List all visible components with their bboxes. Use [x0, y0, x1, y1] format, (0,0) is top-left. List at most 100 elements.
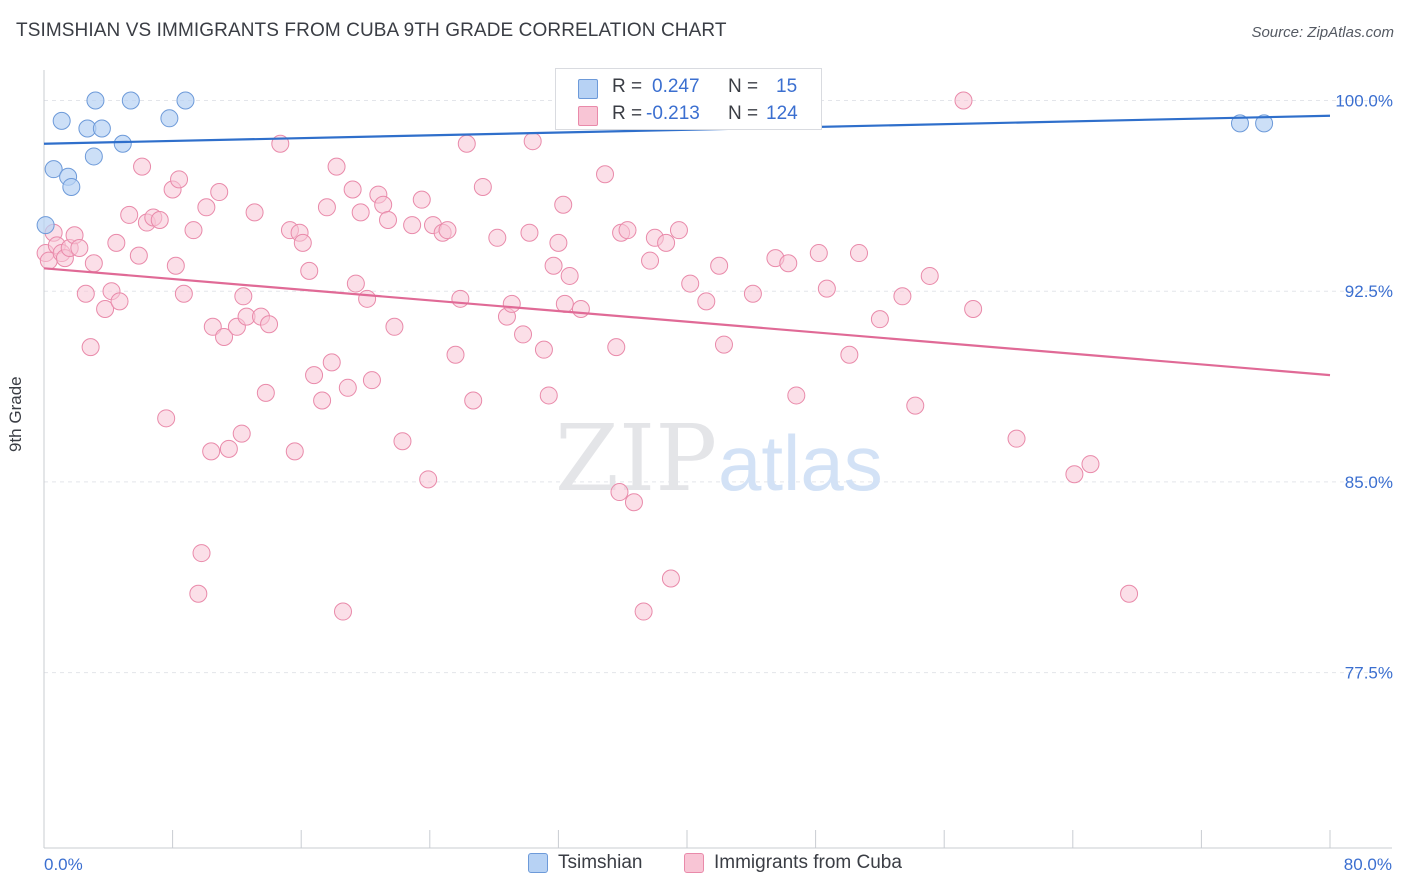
legend-label-tsimshian: Tsimshian — [558, 852, 643, 873]
y-tick-label: 77.5% — [1345, 664, 1393, 683]
tick-labels: 100.0% 92.5% 85.0% 77.5% 0.0% 80.0% — [44, 92, 1393, 874]
cuba-point — [964, 299, 983, 318]
cuba-point — [313, 391, 332, 410]
cuba-point — [787, 386, 806, 405]
cuba-point — [779, 254, 798, 273]
watermark: ZIP atlas — [555, 405, 883, 512]
n-label: N = — [728, 76, 759, 97]
cuba-point — [714, 335, 733, 354]
cuba-point — [317, 198, 336, 217]
cuba-point — [184, 221, 203, 240]
watermark-atlas: atlas — [718, 419, 883, 507]
cuba-point — [610, 483, 629, 502]
cuba-point — [129, 246, 148, 265]
x-tick-label: 0.0% — [44, 855, 83, 874]
legend: Tsimshian Immigrants from Cuba — [0, 852, 1406, 878]
tsimshian-point — [176, 91, 195, 110]
cuba-point — [571, 299, 590, 318]
cuba-point — [260, 315, 279, 334]
cuba-point — [203, 317, 222, 336]
cuba-point — [338, 378, 357, 397]
cuba-point — [305, 366, 324, 385]
cuba-point — [661, 569, 680, 588]
cuba-n-value: 124 — [766, 103, 798, 124]
y-tick-label: 92.5% — [1345, 282, 1393, 301]
cuba-point — [681, 274, 700, 293]
cuba-point — [327, 157, 346, 176]
legend-label-cuba: Immigrants from Cuba — [714, 852, 902, 873]
cuba-point — [197, 198, 216, 217]
tsimshian-point — [1230, 114, 1249, 133]
cuba-point — [560, 266, 579, 285]
cuba-point — [189, 584, 208, 603]
cuba-point — [174, 284, 193, 303]
x-tick-label: 80.0% — [1344, 855, 1392, 874]
legend-item-cuba[interactable]: Immigrants from Cuba — [684, 852, 902, 874]
cuba-point — [906, 396, 925, 415]
tsimshian-point — [160, 109, 179, 128]
source-note: Source: ZipAtlas.com — [1251, 24, 1394, 41]
cuba-point — [256, 383, 275, 402]
cuba-point — [554, 195, 573, 214]
cuba-point — [379, 211, 398, 230]
cuba-point — [514, 325, 533, 344]
cuba-point — [1081, 455, 1100, 474]
tsimshian-point — [52, 111, 71, 130]
cuba-point — [84, 254, 103, 273]
cuba-point — [920, 266, 939, 285]
cuba-point — [954, 91, 973, 110]
cuba-point — [446, 345, 465, 364]
tsimshian-swatch — [578, 79, 598, 99]
cuba-point — [385, 317, 404, 336]
cuba-point — [596, 165, 615, 184]
cuba-point — [817, 279, 836, 298]
cuba-point — [362, 371, 381, 390]
y-tick-label: 85.0% — [1345, 473, 1393, 492]
cuba-point — [245, 203, 264, 222]
cuba-point — [110, 292, 129, 311]
cuba-point — [502, 294, 521, 313]
legend-item-tsimshian[interactable]: Tsimshian — [528, 852, 642, 874]
correlation-stats-box: R = 0.247 N = 15 R = -0.213 N = 124 — [555, 68, 822, 130]
cuba-legend-swatch — [684, 853, 704, 873]
n-label: N = — [728, 103, 759, 124]
cuba-point — [641, 251, 660, 270]
tsimshian-point — [92, 119, 111, 138]
cuba-point — [120, 205, 139, 224]
cuba-swatch — [578, 106, 598, 126]
cuba-point — [300, 261, 319, 280]
cuba-point — [840, 345, 859, 364]
cuba-point — [351, 203, 370, 222]
cuba-point — [634, 602, 653, 621]
cuba-point — [157, 409, 176, 428]
cuba-point — [539, 386, 558, 405]
cuba-point — [202, 442, 221, 461]
tsimshian-point — [84, 147, 103, 166]
tsimshian-point — [1255, 114, 1274, 133]
cuba-point — [697, 292, 716, 311]
cuba-point — [464, 391, 483, 410]
cuba-point — [215, 327, 234, 346]
tsimshian-point — [113, 134, 132, 153]
cuba-point — [96, 299, 115, 318]
tsimshian-points — [36, 91, 1274, 235]
cuba-trend-line — [43, 267, 1331, 377]
cuba-point — [232, 424, 251, 443]
cuba-point — [210, 183, 229, 202]
axes — [43, 70, 1392, 849]
cuba-point — [166, 256, 185, 275]
cuba-point — [669, 221, 688, 240]
tsimshian-r-value: 0.247 — [652, 76, 700, 97]
cuba-point — [419, 470, 438, 489]
cuba-point — [293, 233, 312, 252]
cuba-point — [234, 287, 253, 306]
grid-lines — [44, 100, 1392, 674]
tsimshian-point — [62, 177, 81, 196]
cuba-point — [333, 602, 352, 621]
cuba-point — [150, 211, 169, 230]
cuba-point — [285, 442, 304, 461]
cuba-point — [1120, 584, 1139, 603]
cuba-point — [457, 134, 476, 153]
cuba-point — [555, 294, 574, 313]
